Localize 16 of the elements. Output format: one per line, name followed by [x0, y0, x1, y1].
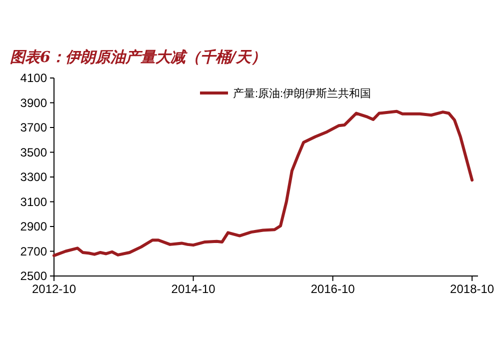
y-tick-label: 3300 [20, 170, 48, 184]
x-tick-label: 2014-10 [171, 282, 216, 296]
x-tick-label: 2018-10 [450, 282, 494, 296]
y-tick-label: 3100 [20, 194, 48, 209]
y-tick-label: 2500 [20, 269, 48, 284]
x-tick-label: 2016-10 [310, 282, 356, 296]
legend-label: 产量:原油:伊朗伊斯兰共和国 [233, 86, 372, 100]
y-tick-label: 3900 [20, 96, 48, 110]
y-tick-label: 3500 [20, 145, 48, 160]
line-series [52, 110, 474, 258]
y-tick-label: 2900 [20, 220, 48, 234]
chart-title: 图表6：伊朗原油产量大减（千桶/天） [10, 48, 266, 66]
y-tick-label: 2700 [20, 244, 48, 258]
y-tick-label: 3700 [20, 120, 48, 135]
x-tick-label: 2012-10 [32, 282, 76, 296]
y-tick-label: 4100 [20, 71, 48, 86]
